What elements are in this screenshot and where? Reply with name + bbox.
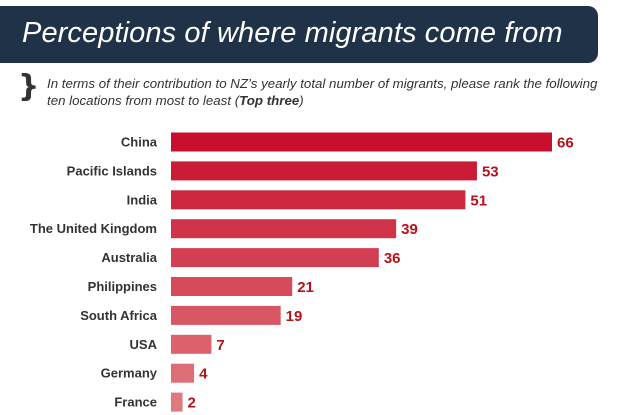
- value-label-usa: 7: [216, 337, 224, 354]
- value-label-germany: 4: [199, 366, 208, 383]
- bar-south-africa: [171, 305, 281, 325]
- category-label-pacific-islands: Pacific Islands: [67, 163, 157, 178]
- bar-india: [171, 190, 466, 210]
- category-label-usa: USA: [130, 337, 158, 352]
- bar-usa: [171, 334, 212, 354]
- value-label-australia: 36: [384, 250, 401, 267]
- bar-germany: [171, 363, 195, 383]
- bar-australia: [171, 248, 379, 268]
- value-label-pacific-islands: 53: [482, 163, 499, 180]
- value-label-philippines: 21: [297, 279, 314, 296]
- title-banner: Perceptions of where migrants come from: [0, 6, 598, 63]
- value-label-france: 2: [188, 395, 196, 412]
- value-label-south-africa: 19: [286, 308, 303, 325]
- category-label-germany: Germany: [101, 366, 158, 381]
- bar-france: [171, 392, 183, 412]
- category-label-china: China: [121, 135, 158, 150]
- category-label-australia: Australia: [101, 250, 157, 265]
- value-label-the-united-kingdom: 39: [401, 221, 418, 238]
- category-label-south-africa: South Africa: [80, 308, 158, 323]
- category-label-france: France: [114, 395, 157, 410]
- category-label-philippines: Philippines: [88, 279, 157, 294]
- chart-subtitle: In terms of their contribution to NZ’s y…: [47, 75, 617, 109]
- bar-china: [171, 132, 552, 152]
- bar-the-united-kingdom: [171, 219, 397, 239]
- subtitle-emphasis: Top three: [239, 93, 300, 108]
- value-label-china: 66: [557, 135, 574, 152]
- category-label-the-united-kingdom: The United Kingdom: [30, 221, 157, 236]
- subtitle-main: In terms of their contribution to NZ’s y…: [47, 76, 598, 108]
- bar-pacific-islands: [171, 161, 477, 181]
- category-label-india: India: [127, 192, 158, 207]
- brace-icon: }: [18, 69, 40, 104]
- bar-philippines: [171, 277, 293, 296]
- subtitle-end: ): [299, 93, 304, 108]
- value-label-india: 51: [470, 192, 487, 209]
- page-title: Perceptions of where migrants come from: [22, 17, 563, 49]
